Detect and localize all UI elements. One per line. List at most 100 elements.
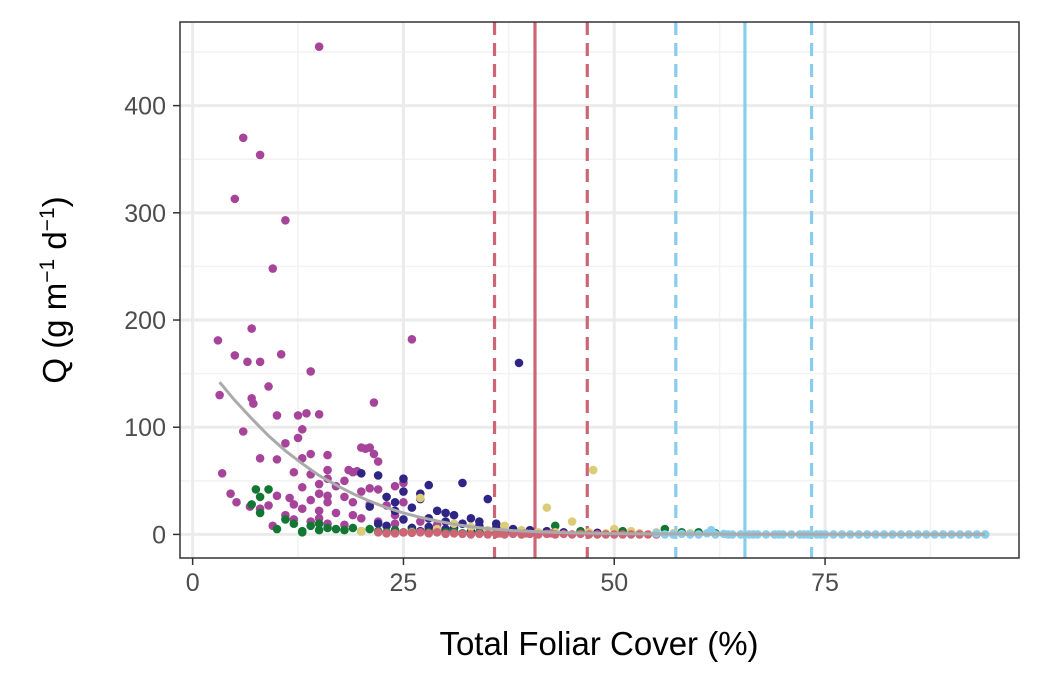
fit-curve — [218, 381, 986, 536]
data-point — [356, 514, 366, 523]
data-point — [306, 521, 315, 531]
y-tick-label: 300 — [124, 200, 166, 228]
data-point — [466, 530, 476, 539]
y-tick-label: 0 — [152, 521, 166, 549]
x-axis-ticks: 0 25 50 75 — [186, 558, 839, 597]
y-axis-title-base: Q (g m — [36, 283, 73, 384]
data-point — [356, 526, 366, 536]
data-point — [416, 517, 425, 526]
data-point — [272, 455, 282, 464]
data-point — [243, 357, 252, 367]
data-point — [348, 523, 358, 533]
data-point — [314, 410, 324, 419]
y-tick-label: 100 — [124, 414, 166, 442]
data-point — [424, 529, 434, 538]
data-points — [213, 42, 990, 539]
data-point — [348, 497, 358, 507]
x-axis-title: Total Foliar Cover (%) — [439, 625, 758, 662]
y-tick-label: 200 — [124, 307, 166, 335]
data-point — [340, 525, 349, 535]
data-point — [458, 529, 467, 539]
data-point — [399, 474, 408, 483]
data-point — [399, 497, 408, 507]
data-point — [289, 500, 299, 509]
data-point — [432, 506, 442, 516]
data-point — [542, 503, 552, 512]
y-tick-label: 400 — [124, 93, 166, 121]
data-point — [213, 336, 223, 345]
data-point — [255, 508, 265, 518]
data-point — [314, 519, 324, 528]
data-point — [251, 485, 261, 494]
data-point — [264, 382, 273, 391]
data-point — [323, 450, 332, 460]
data-point — [297, 482, 307, 492]
data-point — [306, 495, 315, 505]
data-point — [466, 514, 476, 523]
data-point — [297, 504, 307, 513]
data-point — [500, 521, 509, 531]
data-point — [475, 529, 484, 539]
x-tick-label: 50 — [600, 569, 628, 597]
y-axis-title-mid: d — [36, 231, 73, 259]
data-point — [567, 517, 577, 526]
data-point — [323, 523, 332, 533]
data-point — [390, 497, 400, 507]
data-point — [314, 525, 324, 535]
data-point — [255, 150, 265, 160]
data-point — [365, 502, 375, 511]
data-point — [369, 449, 379, 459]
data-point — [272, 491, 282, 501]
x-tick-label: 75 — [811, 569, 839, 597]
data-point — [255, 492, 265, 502]
data-point — [331, 524, 341, 534]
data-point — [281, 216, 290, 225]
data-point — [514, 358, 524, 368]
data-point — [306, 367, 315, 376]
data-point — [373, 457, 383, 466]
data-point — [264, 501, 273, 510]
data-point — [323, 491, 332, 501]
data-point — [441, 529, 450, 539]
data-point — [424, 480, 434, 490]
data-point — [268, 264, 278, 273]
data-point — [272, 524, 282, 534]
data-point — [272, 411, 282, 420]
data-point — [314, 506, 324, 516]
data-point — [407, 503, 417, 512]
data-point — [441, 508, 450, 518]
reference-lines — [492, 22, 814, 558]
panel-border — [179, 21, 1020, 559]
data-point — [550, 521, 560, 531]
data-point — [323, 465, 332, 475]
data-point — [281, 515, 290, 524]
data-point — [249, 399, 258, 408]
data-point — [390, 519, 400, 528]
y-axis-ticks: 0 100 200 300 400 — [124, 93, 180, 549]
data-point — [289, 519, 299, 528]
minor-gridlines — [180, 22, 1019, 558]
data-point — [416, 527, 425, 537]
data-point — [230, 194, 240, 204]
data-point — [340, 492, 349, 502]
data-point — [373, 471, 383, 480]
data-point — [255, 454, 265, 463]
y-axis-title-end: ) — [36, 196, 73, 207]
data-point — [238, 427, 248, 436]
data-point — [247, 500, 256, 509]
data-point — [407, 528, 417, 538]
data-point — [449, 510, 459, 520]
data-point — [232, 497, 241, 507]
y-axis-title-exponent-2: −1 — [36, 207, 59, 231]
data-point — [365, 484, 375, 493]
data-point — [340, 476, 349, 486]
data-point — [314, 479, 324, 489]
data-point — [314, 489, 324, 498]
data-point — [373, 485, 383, 494]
data-point — [432, 527, 442, 537]
data-point — [314, 42, 324, 51]
data-point — [390, 529, 400, 538]
data-point — [289, 467, 299, 477]
